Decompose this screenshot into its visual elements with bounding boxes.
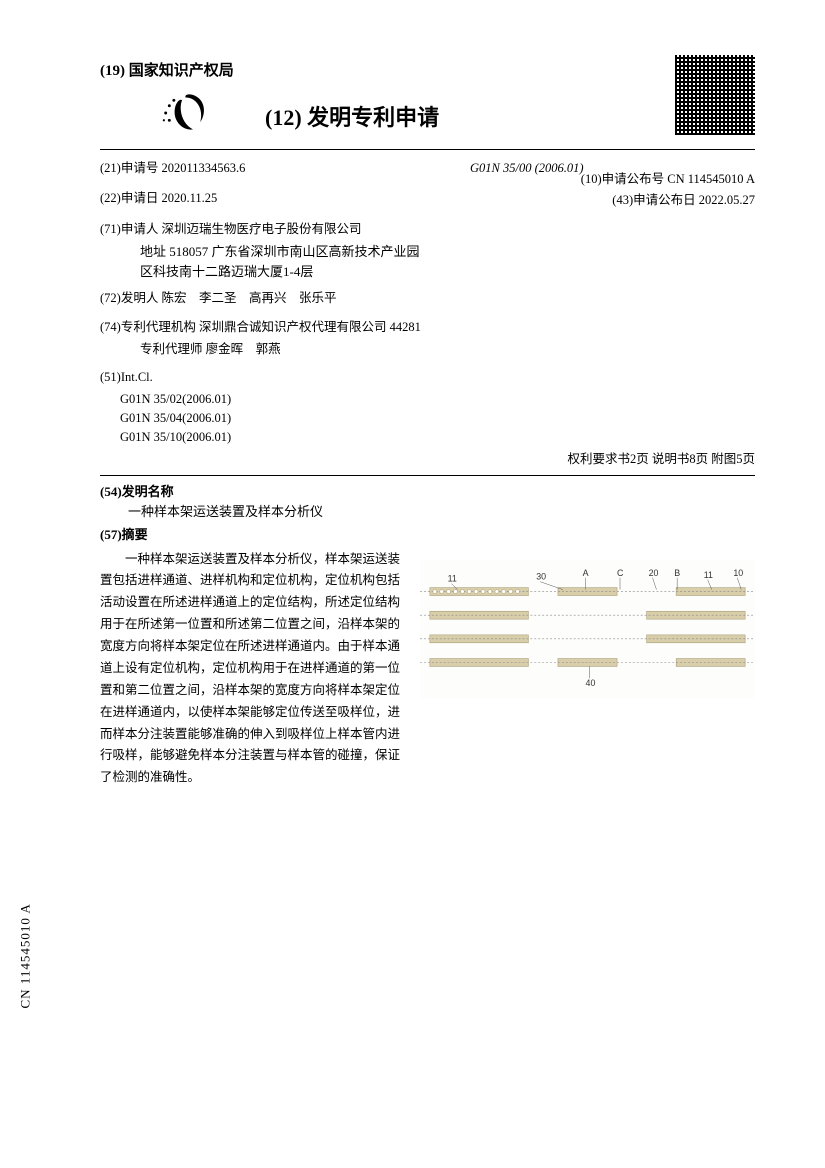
ipc-list: G01N 35/02(2006.01) G01N 35/04(2006.01) …	[100, 390, 430, 446]
abstract-text: 一种样本架运送装置及样本分析仪，样本架运送装置包括进样通道、进样机构和定位机构，…	[100, 549, 400, 790]
ipc-item: G01N 35/02(2006.01)	[120, 390, 430, 409]
invention-title-label: (54)发明名称	[100, 482, 755, 502]
svg-text:20: 20	[649, 567, 659, 577]
svg-text:40: 40	[586, 678, 596, 688]
inventor-label: (72)发明人	[100, 289, 158, 308]
ipc-item: G01N 35/04(2006.01)	[120, 409, 430, 428]
ipc-right: G01N 35/00 (2006.01)	[470, 159, 584, 178]
rule-mid	[100, 475, 755, 476]
pub-no-label: (10)申请公布号	[581, 172, 664, 186]
app-no-label: (21)申请号	[100, 159, 158, 178]
app-date: 2020.11.25	[161, 189, 217, 208]
app-no: 202011334563.6	[161, 159, 245, 178]
svg-text:10: 10	[733, 567, 743, 577]
authority-label: (19) 国家知识产权局	[100, 60, 234, 83]
rule-top	[100, 149, 755, 150]
inventors: 陈宏 李二圣 高再兴 张乐平	[161, 289, 336, 308]
agency: 深圳鼎合诚知识产权代理有限公司 44281	[199, 318, 421, 337]
side-publication-number: CN 114545010 A	[16, 903, 36, 1008]
pub-date-label: (43)申请公布日	[612, 193, 695, 207]
publication-info: (10)申请公布号 CN 114545010 A (43)申请公布日 2022.…	[581, 168, 755, 212]
agent-label: 专利代理师	[140, 340, 203, 359]
address: 518057 广东省深圳市南山区高新技术产业园区科技南十二路迈瑞大厦1-4层	[140, 244, 420, 279]
ipc-label: (51)Int.Cl.	[100, 368, 153, 387]
ipc-item: G01N 35/10(2006.01)	[120, 428, 430, 447]
document-type-title: (12) 发明专利申请	[265, 101, 439, 134]
pub-date: 2022.05.27	[699, 193, 755, 207]
svg-text:A: A	[583, 567, 589, 577]
applicant-label: (71)申请人	[100, 220, 158, 239]
abstract-label: (57)摘要	[100, 525, 755, 545]
address-label: 地址	[140, 244, 166, 259]
svg-text:11: 11	[448, 573, 457, 583]
invention-title: 一种样本架运送装置及样本分析仪	[128, 502, 755, 522]
svg-text:30: 30	[536, 571, 546, 581]
qr-code	[675, 55, 755, 135]
agency-label: (74)专利代理机构	[100, 318, 196, 337]
abstract-figure: 11 30 A C 20 B 11 10 40	[420, 559, 755, 699]
applicant: 深圳迈瑞生物医疗电子股份有限公司	[161, 220, 361, 239]
pages-note: 权利要求书2页 说明书8页 附图5页	[100, 450, 755, 469]
app-date-label: (22)申请日	[100, 189, 158, 208]
svg-text:C: C	[617, 567, 624, 577]
svg-text:B: B	[674, 567, 680, 577]
agents: 廖金晖 郭燕	[206, 340, 281, 359]
biblio-left-column: (21)申请号 202011334563.6 (22)申请日 2020.11.2…	[100, 156, 430, 447]
cnipa-logo	[160, 93, 215, 143]
svg-text:11: 11	[704, 569, 713, 579]
pub-no: CN 114545010 A	[667, 172, 755, 186]
